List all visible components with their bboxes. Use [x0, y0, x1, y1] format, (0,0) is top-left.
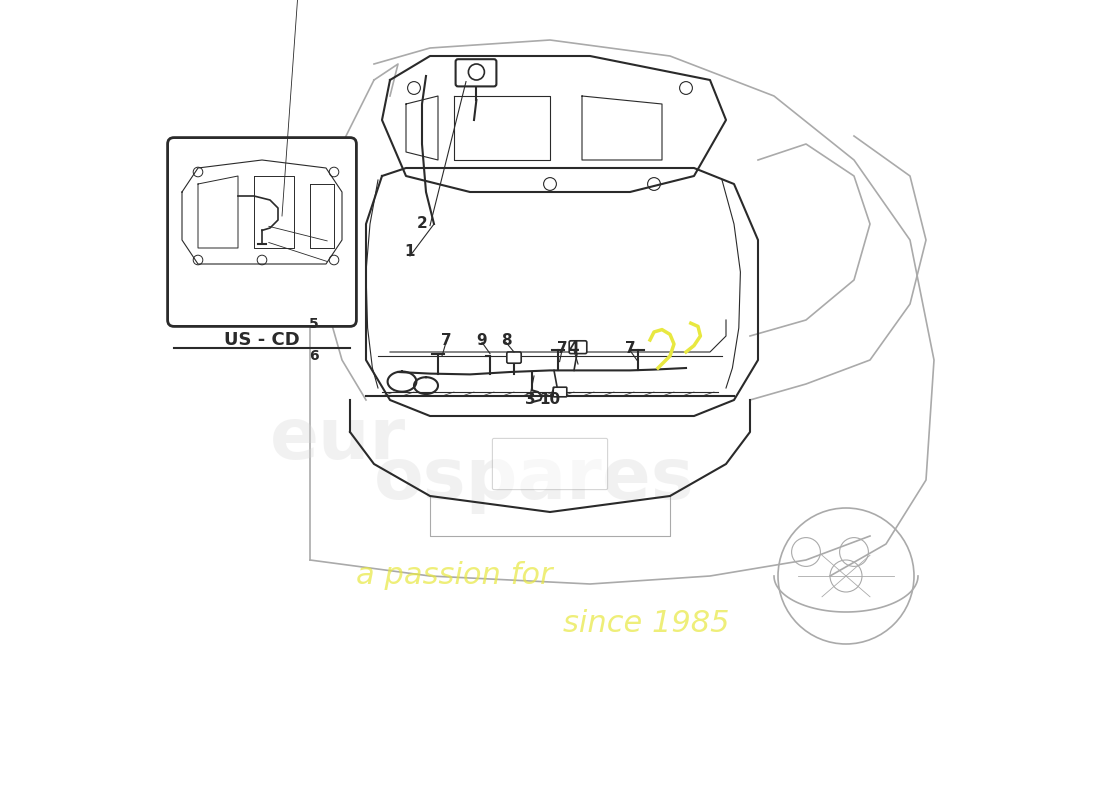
Text: 7: 7: [625, 341, 636, 355]
Text: 7: 7: [557, 341, 568, 355]
Text: since 1985: since 1985: [563, 610, 729, 638]
FancyBboxPatch shape: [167, 138, 356, 326]
Text: 1: 1: [405, 245, 416, 259]
FancyBboxPatch shape: [553, 387, 566, 397]
Text: a passion for: a passion for: [355, 562, 552, 590]
Text: 6: 6: [309, 349, 319, 363]
Text: 2: 2: [417, 217, 428, 231]
Text: eur: eur: [270, 406, 406, 474]
Text: 4: 4: [569, 341, 580, 355]
Text: 7: 7: [441, 333, 451, 347]
FancyBboxPatch shape: [569, 341, 586, 354]
FancyBboxPatch shape: [455, 59, 496, 86]
Text: ospares: ospares: [374, 446, 695, 514]
Text: 10: 10: [539, 393, 561, 407]
FancyBboxPatch shape: [507, 352, 521, 363]
FancyBboxPatch shape: [493, 438, 607, 490]
Text: 5: 5: [309, 317, 319, 331]
Text: 3: 3: [525, 393, 536, 407]
Text: US - CD: US - CD: [224, 331, 300, 349]
Text: 8: 8: [500, 333, 512, 347]
Text: 9: 9: [476, 333, 487, 347]
